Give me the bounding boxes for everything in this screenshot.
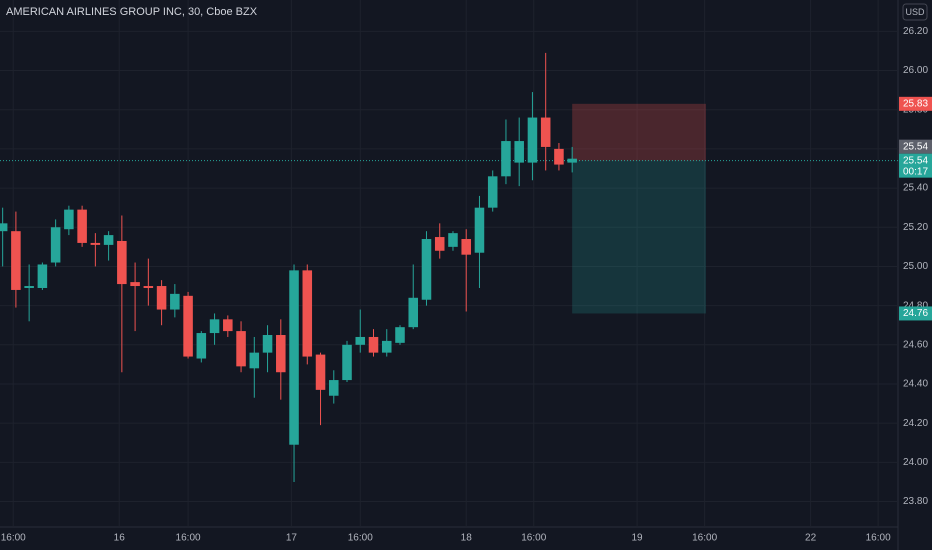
candle-body [90, 242, 101, 245]
candle-body [64, 209, 74, 230]
y-tick-label: 24.60 [903, 339, 928, 350]
x-tick-label: 16:00 [866, 533, 891, 544]
y-tick-label: 24.40 [903, 379, 928, 390]
candle-body [24, 286, 34, 288]
x-tick-label: 16:00 [521, 533, 546, 544]
candle-body [501, 141, 511, 177]
entry-price-tag-box [899, 139, 932, 154]
y-tick-label: 24.20 [903, 418, 928, 429]
candle-body [0, 223, 8, 232]
y-tick-label: 26.20 [903, 26, 928, 37]
candle-body [37, 264, 48, 288]
candle-body [170, 293, 180, 310]
candle-body [514, 141, 524, 163]
x-tick-label: 22 [805, 533, 817, 544]
candle-body [289, 270, 299, 445]
candle-body [236, 331, 246, 367]
stop-price-tag: 25.83 [903, 98, 928, 109]
candle-body [434, 237, 445, 251]
candle-body [103, 235, 114, 245]
candle-body [156, 286, 167, 310]
candle-body [567, 158, 577, 163]
x-tick-label: 16:00 [1, 533, 26, 544]
candle-body [209, 319, 220, 334]
candle-body [143, 286, 154, 288]
x-tick-label: 16:00 [176, 533, 201, 544]
candle-body [355, 336, 366, 345]
x-tick-label: 16:00 [692, 533, 717, 544]
y-tick-label: 24.00 [903, 457, 928, 468]
candle-body [77, 209, 87, 243]
x-tick-label: 17 [286, 533, 298, 544]
candle-body [183, 295, 193, 357]
candle-body [130, 282, 140, 287]
candle-body [342, 344, 352, 381]
candle-body [540, 117, 551, 147]
candle-body [421, 239, 432, 300]
candle-body [117, 240, 127, 285]
candle-body [329, 380, 339, 396]
stop-zone [572, 103, 706, 161]
candle-body [368, 336, 379, 353]
countdown-box [899, 153, 932, 178]
stop-price-tag-box [899, 96, 932, 111]
entry-price-tag: 25.54 [903, 141, 928, 152]
candle-body [474, 207, 485, 253]
target-zone [572, 160, 706, 314]
y-tick-label: 26.00 [903, 65, 928, 76]
candle-body [315, 354, 326, 390]
currency-button[interactable] [902, 3, 928, 21]
chart-title: AMERICAN AIRLINES GROUP INC, 30, Cboe BZ… [6, 6, 258, 18]
target-price-tag-box [899, 306, 932, 321]
candle-body [262, 335, 273, 353]
y-tick-label: 25.00 [903, 261, 928, 272]
x-tick-label: 18 [461, 533, 473, 544]
candle-body [408, 297, 419, 328]
candle-body [276, 335, 286, 373]
candle-body [302, 270, 313, 357]
candle-body [11, 231, 21, 290]
currency-label[interactable]: USD [905, 7, 925, 17]
candle-body [223, 319, 233, 332]
candle-body [487, 176, 498, 208]
countdown: 00:17 [903, 166, 928, 177]
axes: 23.80 24.00 24.20 24.40 24.60 24.80 25.00 25.20… [1, 26, 932, 544]
candle-body [381, 340, 392, 353]
y-tick-label: 23.80 [903, 496, 928, 507]
x-tick-label: 19 [632, 533, 644, 544]
y-tick-label: 25.20 [903, 222, 928, 233]
x-tick-label: 16:00 [348, 533, 373, 544]
candle-body [527, 117, 538, 163]
y-tick-label: 24.80 [903, 300, 928, 311]
candle-body [196, 333, 207, 359]
candle-body [461, 239, 471, 255]
candles [0, 52, 577, 482]
candle-body [554, 148, 564, 165]
last-price-tag: 25.54 [903, 155, 928, 166]
candle-body [249, 352, 260, 369]
candle-body [50, 227, 61, 263]
grid [0, 0, 898, 527]
position-tool [0, 103, 898, 314]
candle-body [395, 327, 405, 343]
candle-body [448, 233, 458, 247]
x-tick-label: 16 [114, 533, 126, 544]
y-tick-label: 25.40 [903, 183, 928, 194]
target-price-tag: 24.76 [903, 308, 928, 319]
